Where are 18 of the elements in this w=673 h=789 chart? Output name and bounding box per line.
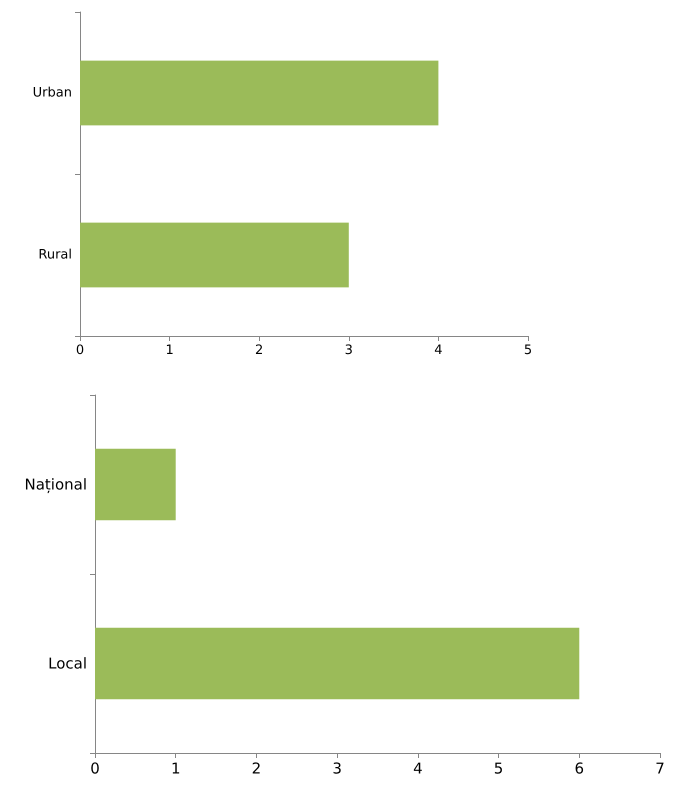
x-tick-label: 3 <box>332 760 342 778</box>
x-tick-label: 1 <box>170 760 180 778</box>
x-tick-label: 0 <box>76 343 84 358</box>
y-tick-label: Rural <box>38 248 72 262</box>
x-tick-label: 7 <box>655 760 665 778</box>
y-tick-label: Urban <box>32 86 72 100</box>
x-tick-label: 5 <box>494 760 504 778</box>
x-tick-label: 2 <box>255 343 264 358</box>
x-tick-label: 2 <box>252 760 262 778</box>
x-tick-label: 3 <box>344 343 353 358</box>
y-tick-label: Național <box>24 476 87 494</box>
x-tick-label: 1 <box>165 343 174 358</box>
x-tick-label: 4 <box>413 760 423 778</box>
y-tick-label: Local <box>48 654 87 672</box>
x-tick-label: 6 <box>574 760 584 778</box>
x-tick-label: 0 <box>90 760 100 778</box>
x-tick-label: 5 <box>524 343 532 358</box>
x-tick-label: 4 <box>434 343 443 358</box>
